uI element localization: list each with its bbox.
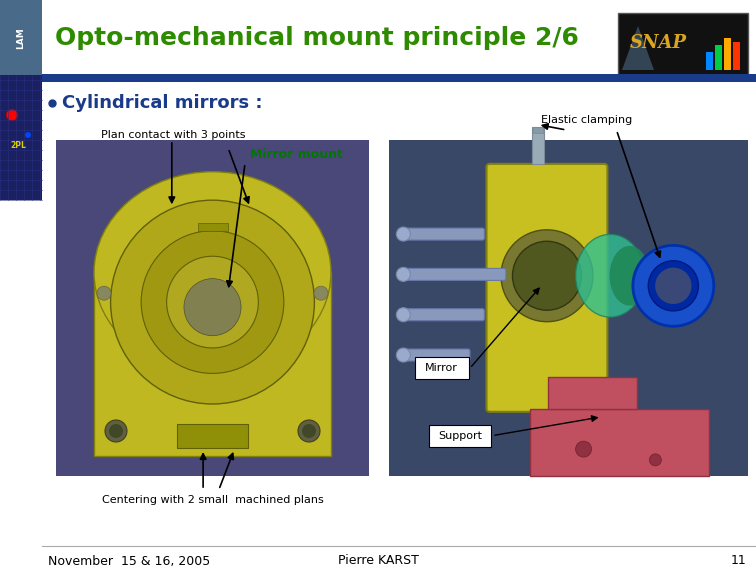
Text: November  15 & 16, 2005: November 15 & 16, 2005 — [48, 555, 210, 567]
Circle shape — [184, 279, 241, 336]
Text: 2PL: 2PL — [10, 141, 26, 150]
FancyBboxPatch shape — [401, 268, 506, 281]
Circle shape — [633, 245, 714, 326]
Ellipse shape — [94, 172, 331, 373]
Circle shape — [298, 420, 320, 442]
Text: SNAP: SNAP — [630, 34, 687, 52]
Ellipse shape — [575, 234, 645, 317]
Bar — [530, 410, 709, 476]
Text: Opto-mechanical mount principle 2/6: Opto-mechanical mount principle 2/6 — [55, 26, 579, 50]
Circle shape — [513, 241, 581, 310]
Circle shape — [25, 132, 31, 138]
Bar — [706, 52, 713, 70]
Text: Mirror mount: Mirror mount — [250, 149, 343, 161]
Text: Mirror: Mirror — [426, 363, 458, 373]
Bar — [547, 377, 637, 410]
Text: Elastic clamping: Elastic clamping — [541, 115, 632, 125]
FancyBboxPatch shape — [401, 228, 485, 240]
Circle shape — [110, 200, 314, 404]
FancyBboxPatch shape — [415, 358, 469, 380]
FancyBboxPatch shape — [429, 425, 491, 446]
Circle shape — [302, 424, 316, 438]
Bar — [724, 38, 731, 70]
Bar — [0, 0, 42, 75]
Text: Support: Support — [438, 431, 482, 441]
Circle shape — [575, 441, 592, 457]
Circle shape — [314, 286, 328, 300]
Circle shape — [396, 267, 411, 282]
Circle shape — [396, 348, 411, 362]
Text: LAM: LAM — [17, 27, 26, 49]
Circle shape — [648, 261, 699, 311]
Circle shape — [109, 424, 123, 438]
Text: 11: 11 — [730, 555, 746, 567]
Circle shape — [396, 308, 411, 322]
Bar — [531, 127, 544, 164]
Circle shape — [649, 454, 662, 466]
Bar — [389, 140, 748, 476]
Circle shape — [97, 286, 111, 300]
Circle shape — [105, 420, 127, 442]
Bar — [56, 140, 369, 476]
Circle shape — [6, 109, 18, 121]
Bar — [533, 127, 543, 132]
Text: Centering with 2 small  machined plans: Centering with 2 small machined plans — [101, 495, 324, 505]
Bar — [618, 13, 748, 78]
Bar — [0, 75, 42, 200]
Circle shape — [655, 268, 692, 304]
Bar — [733, 42, 740, 70]
FancyBboxPatch shape — [401, 349, 470, 361]
Text: Plan contact with 3 points: Plan contact with 3 points — [101, 130, 246, 140]
Text: Pierre KARST: Pierre KARST — [338, 555, 418, 567]
Text: Cylindrical mirrors :: Cylindrical mirrors : — [62, 94, 262, 112]
Circle shape — [501, 230, 593, 321]
Bar — [715, 45, 722, 70]
Bar — [94, 272, 331, 456]
Circle shape — [141, 231, 284, 373]
Bar — [177, 425, 248, 448]
FancyBboxPatch shape — [487, 164, 607, 412]
Ellipse shape — [609, 246, 649, 306]
Circle shape — [166, 256, 259, 348]
Polygon shape — [622, 26, 654, 70]
FancyBboxPatch shape — [401, 309, 485, 321]
Circle shape — [396, 227, 411, 241]
Bar — [197, 223, 228, 231]
Bar — [42, 74, 756, 82]
